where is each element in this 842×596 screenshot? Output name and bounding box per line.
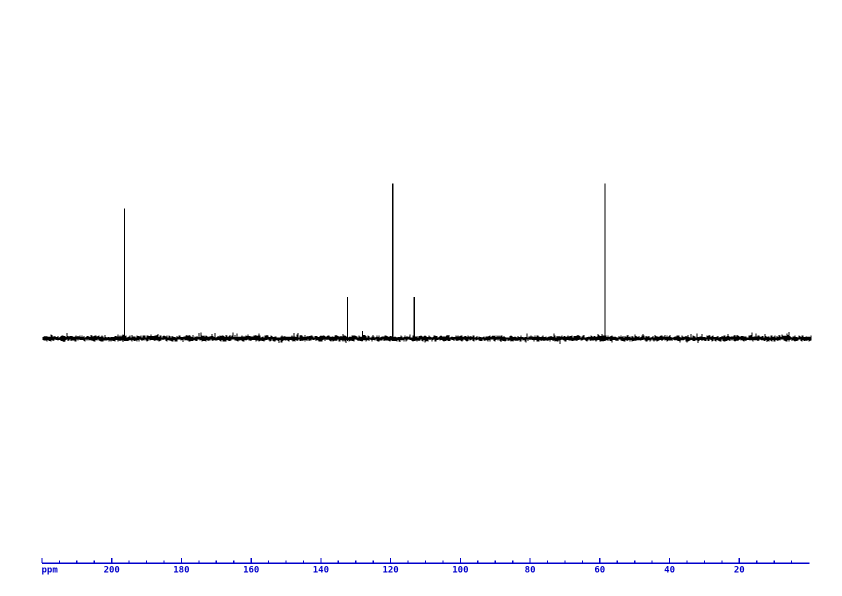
- x-tick-label: 40: [664, 566, 675, 576]
- x-tick-label: 160: [243, 566, 259, 576]
- x-tick-label: 100: [452, 566, 468, 576]
- x-tick-label: 80: [525, 566, 536, 576]
- x-tick-label: 20: [734, 566, 745, 576]
- x-tick-label: 200: [104, 566, 120, 576]
- x-tick-label: 60: [594, 566, 605, 576]
- x-tick-label: 180: [173, 566, 189, 576]
- x-tick-label: 140: [313, 566, 329, 576]
- baseline-noise-trace: [42, 332, 812, 344]
- x-axis-unit-label: ppm: [42, 566, 59, 576]
- x-tick-label: 120: [382, 566, 398, 576]
